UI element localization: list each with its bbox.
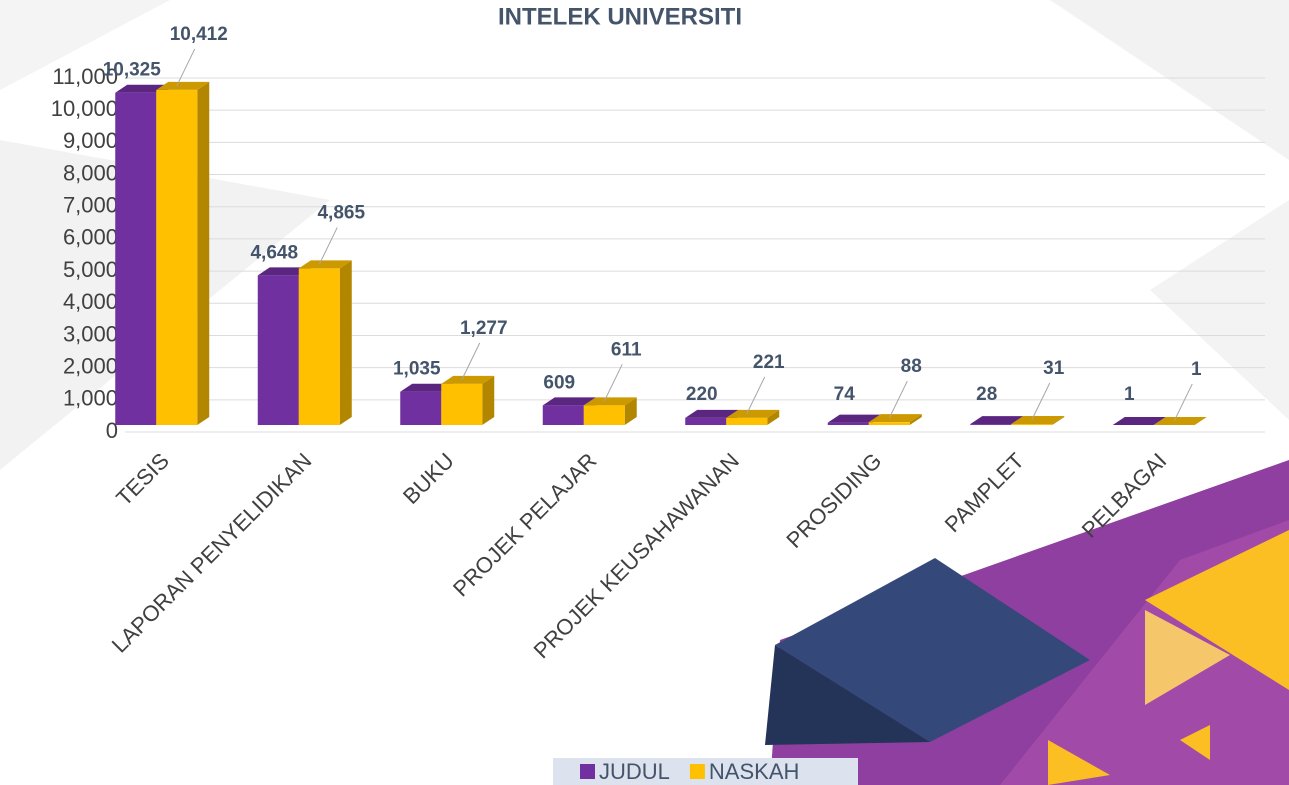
bar-top	[726, 409, 780, 418]
y-tick-label: 4,000	[63, 289, 118, 314]
bar-top	[298, 260, 352, 269]
bar-top	[1112, 416, 1166, 425]
leader-line	[318, 227, 338, 265]
bar	[868, 422, 910, 425]
bar-top	[400, 383, 454, 392]
value-label: 10,412	[170, 24, 228, 45]
legend-box	[553, 758, 858, 785]
bar-side	[197, 81, 210, 425]
bar-top	[685, 409, 739, 418]
legend-label: NASKAH	[709, 759, 799, 784]
leader-line	[746, 376, 766, 415]
bar-side	[1194, 416, 1207, 425]
value-label: 221	[753, 352, 785, 373]
bar	[400, 391, 442, 425]
value-label: 4,648	[250, 242, 298, 263]
x-tick-label: BUKU	[398, 448, 459, 509]
y-tick-label: 6,000	[63, 225, 118, 250]
value-label: 1	[1191, 359, 1202, 380]
legend-swatch	[689, 764, 705, 779]
x-tick-label: PAMPLET	[940, 448, 1029, 537]
bar	[542, 405, 584, 425]
value-label: 4,865	[317, 202, 365, 223]
value-label: 1	[1124, 384, 1135, 405]
value-label: 611	[611, 339, 642, 360]
y-tick-label: 9,000	[63, 128, 118, 153]
value-label: 220	[686, 384, 718, 405]
bar	[115, 92, 157, 426]
bar	[827, 422, 869, 425]
leader-line	[176, 48, 196, 87]
y-tick-label: 8,000	[63, 160, 118, 185]
value-label: 1,277	[460, 318, 508, 339]
value-label: 609	[543, 372, 575, 393]
bar	[970, 424, 1012, 425]
leader-line	[888, 380, 908, 419]
value-label: 1,035	[393, 359, 441, 380]
x-tick-label: PROSIDING	[781, 448, 886, 553]
value-label: 74	[834, 384, 856, 405]
y-tick-label: 0	[106, 418, 118, 443]
y-tick-label: 2,000	[63, 353, 118, 378]
value-label: 28	[976, 384, 997, 405]
bar-top	[441, 375, 495, 384]
bar-top	[970, 416, 1024, 425]
leader-line	[1173, 383, 1193, 422]
bar	[726, 417, 768, 425]
chart-title: INTELEK UNIVERSITI	[498, 3, 742, 30]
legend-swatch	[580, 764, 595, 779]
bar	[685, 417, 727, 425]
bar	[257, 275, 299, 425]
bar-top	[257, 267, 311, 276]
leader-line	[461, 342, 481, 381]
bar	[583, 405, 625, 425]
bar-top	[827, 414, 881, 423]
bar-side	[339, 260, 352, 425]
value-label: 10,325	[103, 60, 162, 81]
x-tick-label: PROJEK PELAJAR	[448, 448, 601, 601]
y-tick-label: 10,000	[51, 96, 118, 121]
bar-side	[909, 414, 922, 425]
y-tick-label: 11,000	[52, 64, 118, 89]
bar-top	[156, 81, 210, 90]
bar-side	[624, 397, 637, 425]
bar-top	[115, 84, 169, 93]
y-tick-label: 1,000	[63, 386, 118, 411]
bar-top	[1153, 416, 1207, 425]
bar-top	[542, 397, 596, 406]
value-label: 88	[901, 356, 922, 377]
leader-line	[1031, 382, 1051, 421]
x-tick-label: TESIS	[111, 448, 174, 511]
bar	[156, 89, 198, 425]
value-label: 31	[1043, 358, 1065, 379]
y-tick-label: 7,000	[63, 193, 118, 218]
bar	[298, 268, 340, 425]
bar-side	[1052, 416, 1065, 425]
bar	[1011, 424, 1053, 425]
leader-line	[603, 364, 623, 402]
y-tick-label: 5,000	[63, 257, 118, 282]
bar-top	[1011, 416, 1065, 425]
bar-top	[868, 414, 922, 423]
legend-label: JUDUL	[599, 759, 670, 784]
bar	[441, 383, 483, 425]
bar-side	[482, 375, 495, 425]
bar-side	[767, 409, 780, 425]
y-tick-label: 3,000	[63, 321, 118, 346]
legend: JUDUL NASKAH	[553, 758, 858, 785]
bar-top	[583, 397, 637, 406]
